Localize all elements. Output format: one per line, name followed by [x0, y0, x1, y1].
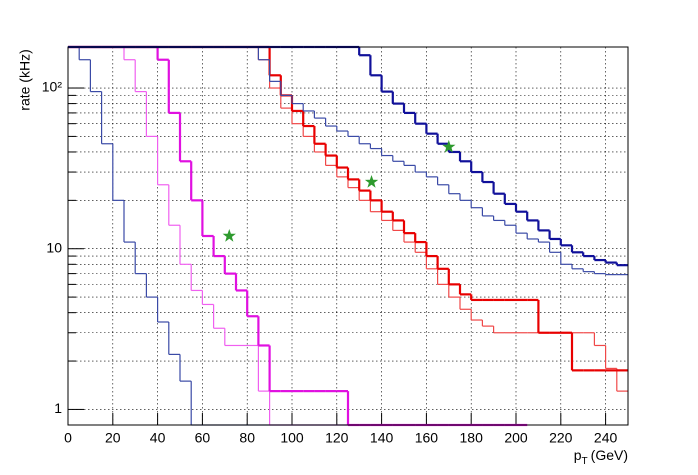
- star-marker: [364, 175, 379, 188]
- x-tick-label: 120: [325, 430, 349, 446]
- x-tick-label: 220: [549, 430, 573, 446]
- x-label-main: p: [574, 447, 582, 463]
- x-tick-label: 180: [460, 430, 484, 446]
- star-marker: [442, 139, 456, 153]
- star-marker: [222, 229, 236, 242]
- x-tick-label: 40: [150, 430, 166, 446]
- x-label-sub: T: [582, 456, 588, 467]
- x-axis-label: pT (GeV): [574, 447, 628, 467]
- y-tick-label: 10: [46, 239, 62, 255]
- x-tick-label: 160: [415, 430, 439, 446]
- x-tick-label: 60: [195, 430, 211, 446]
- plot-frame: [67, 46, 629, 426]
- x-tick-label: 20: [105, 430, 121, 446]
- x-tick-label: 0: [64, 430, 72, 446]
- y-axis-label: rate (kHz): [17, 49, 33, 110]
- x-tick-label: 80: [239, 430, 255, 446]
- x-tick-label: 200: [504, 430, 528, 446]
- y-tick-label: 10²: [42, 79, 63, 95]
- y-tick-label: 1: [54, 400, 62, 416]
- x-label-unit: (GeV): [591, 447, 628, 463]
- x-tick-label: 100: [280, 430, 304, 446]
- x-tick-label: 240: [594, 430, 618, 446]
- x-tick-label: 140: [370, 430, 394, 446]
